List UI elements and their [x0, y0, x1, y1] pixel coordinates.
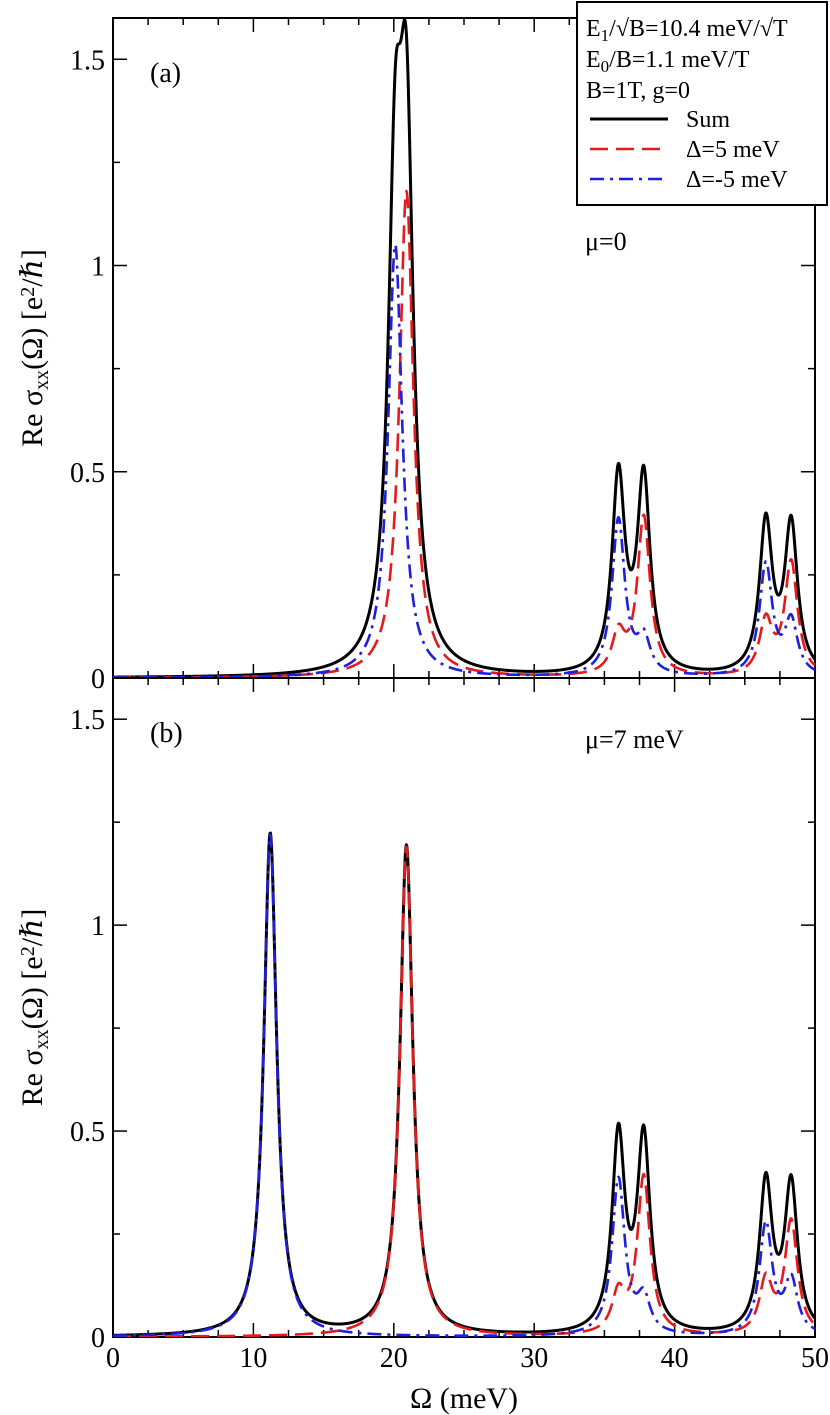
series-delta-plus5-line	[113, 845, 815, 1337]
y-tick-label: 1	[91, 911, 105, 942]
plot-frame	[112, 677, 816, 1338]
legend-entry-label: Δ=-5 meV	[686, 167, 788, 193]
x-tick-label: 10	[239, 1343, 267, 1374]
y-label-sub: xx	[31, 370, 53, 390]
series-sum-line	[113, 831, 815, 1337]
y-axis-label: Re σxx(Ω) [e2/ℏ]	[16, 909, 53, 1107]
x-tick-label: 30	[520, 1343, 548, 1374]
y-label-text: (Ω) [e	[16, 956, 49, 1029]
x-tick-label: 40	[661, 1343, 689, 1374]
x-tick-label: 50	[801, 1343, 829, 1374]
legend-param: E1/√B=10.4 meV/√T	[586, 16, 788, 45]
legend-entry-label: Δ=5 meV	[686, 137, 780, 163]
y-tick-label: 0.5	[70, 1117, 105, 1148]
y-label-text: Re σ	[16, 1049, 49, 1106]
legend-param: E0/B=1.1 meV/T	[586, 47, 750, 76]
y-tick-label: 1	[91, 252, 105, 283]
series-delta-minus5-line	[113, 833, 815, 1337]
mu-annotation: μ=7 meV	[585, 725, 684, 754]
x-axis-label: Ω (meV)	[410, 1382, 518, 1415]
y-label-sup: 2	[17, 287, 39, 297]
y-tick-label: 0	[91, 1323, 105, 1354]
legend-param-sub: 0	[601, 57, 610, 76]
legend-entry-label: Sum	[686, 107, 730, 133]
y-tick-label: 1.5	[70, 45, 105, 76]
y-tick-label: 0	[91, 664, 105, 695]
y-tick-label: 1.5	[70, 705, 105, 736]
panel-b: 0 0.5 1 1.5 0 10 20 30 40 50 Ω (meV) Re σxx(Ω) [e2/…	[16, 677, 829, 1415]
panel-label: (a)	[150, 58, 181, 89]
legend-param: B=1T, g=0	[586, 78, 690, 104]
y-axis-label: Re σxx(Ω) [e2/ℏ]	[16, 249, 53, 447]
legend: E1/√B=10.4 meV/√TE0/B=1.1 meV/TB=1T, g=0…	[576, 1, 828, 206]
x-tick-label: 20	[380, 1343, 408, 1374]
x-tick-label: 0	[106, 1343, 120, 1374]
series-delta-plus5-line	[113, 189, 815, 678]
mu-annotation: μ=0	[585, 227, 627, 256]
y-label-text: Re σ	[16, 390, 49, 447]
legend-param-text: B=1T, g=0	[586, 78, 690, 104]
panel-a: 00.511.5Re σxx(Ω) [e2/ℏ](a)μ=0E1/√B=10.4…	[16, 1, 828, 695]
y-label-text: /ℏ]	[16, 909, 49, 947]
series-delta-minus5-line	[113, 243, 815, 678]
y-label-text: (Ω) [e	[16, 297, 49, 370]
legend-param-text: /√B=10.4 meV/√T	[609, 16, 788, 42]
y-tick-label: 0.5	[70, 458, 105, 489]
legend-param-sub: 1	[601, 26, 610, 45]
panel-label: (b)	[150, 718, 183, 749]
legend-param-text: /B=1.1 meV/T	[609, 47, 750, 73]
y-label-sub: xx	[31, 1029, 53, 1049]
legend-param-text: E	[586, 47, 601, 73]
legend-param-text: E	[586, 16, 601, 42]
y-label-text: /ℏ]	[16, 249, 49, 287]
y-label-sup: 2	[17, 946, 39, 956]
legend-box	[576, 1, 828, 206]
